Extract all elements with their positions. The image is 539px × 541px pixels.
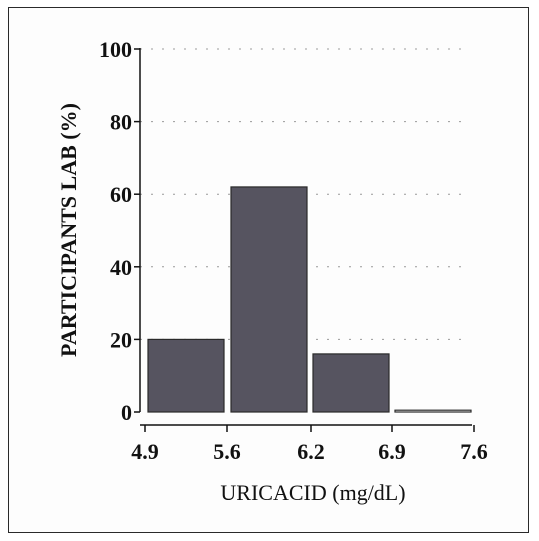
bar bbox=[312, 353, 390, 413]
x-tick-label: 4.9 bbox=[131, 439, 159, 464]
y-tick-label: 40 bbox=[110, 255, 132, 280]
y-tick-label: 20 bbox=[110, 327, 132, 352]
x-tick-label: 6.9 bbox=[378, 439, 406, 464]
y-ticks: 0 20 40 60 80 100 bbox=[99, 37, 140, 425]
bars bbox=[147, 186, 472, 413]
bar bbox=[394, 409, 472, 413]
y-axis-title: PARTICIPANTS LAB (%) bbox=[56, 103, 81, 357]
x-tick-label: 6.2 bbox=[297, 439, 325, 464]
y-tick-label: 0 bbox=[121, 400, 132, 425]
axes bbox=[139, 48, 472, 426]
bar bbox=[230, 186, 308, 413]
y-tick-label: 60 bbox=[110, 182, 132, 207]
x-tick-label: 5.6 bbox=[213, 439, 241, 464]
x-tick-label: 7.6 bbox=[460, 439, 488, 464]
x-axis-title: URICACID (mg/dL) bbox=[220, 480, 405, 505]
x-ticks: 4.9 5.6 6.2 6.9 7.6 bbox=[131, 425, 488, 464]
y-tick-label: 100 bbox=[99, 37, 132, 62]
y-tick-label: 80 bbox=[110, 110, 132, 135]
bar bbox=[147, 338, 225, 413]
